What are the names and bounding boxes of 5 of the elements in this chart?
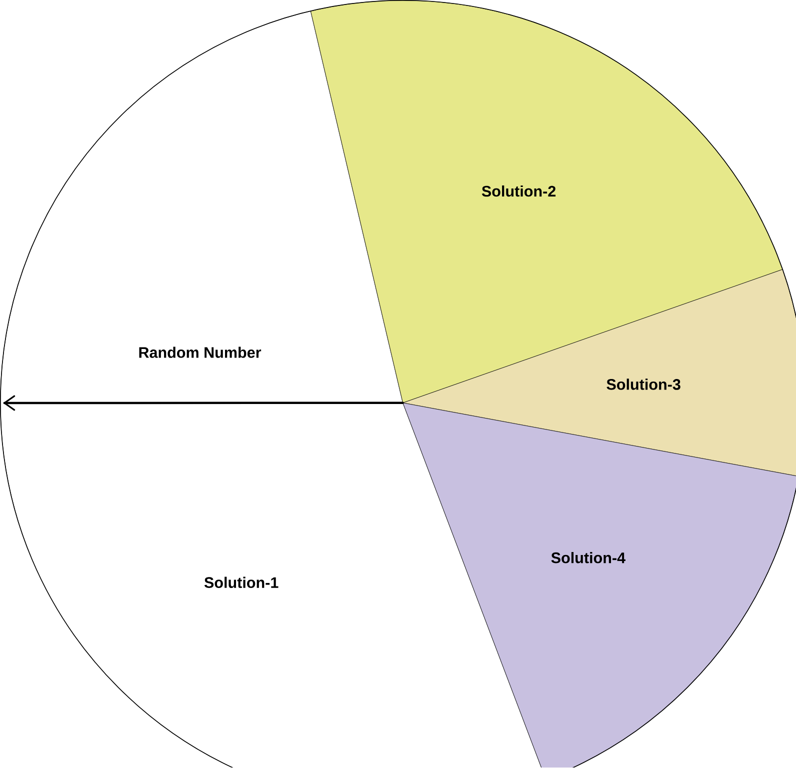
slice-label: Solution-4	[551, 552, 626, 564]
text: Random Number	[139, 346, 262, 358]
slice-label: Solution-1	[204, 577, 278, 588]
slice-label: Solution-3	[606, 378, 680, 390]
slice-label: Solution-2	[482, 186, 556, 197]
